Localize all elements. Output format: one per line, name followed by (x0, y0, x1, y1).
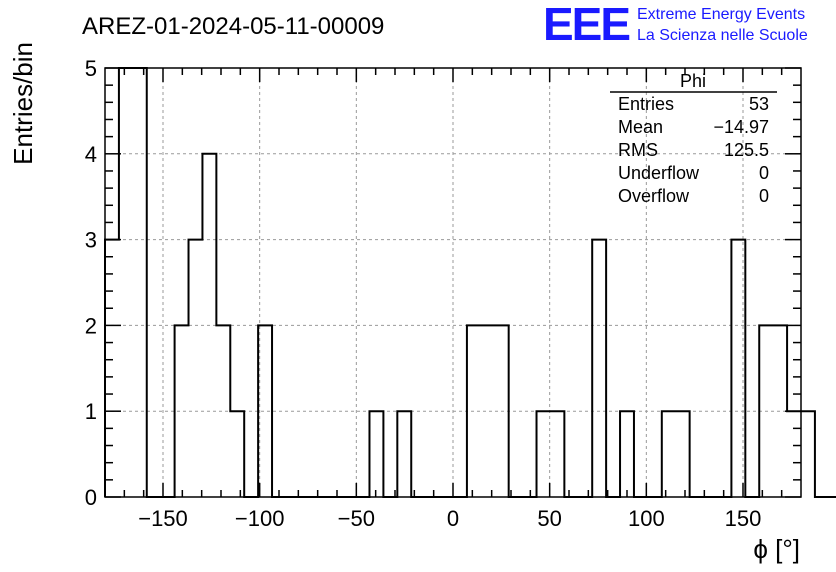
run-title: AREZ-01-2024-05-11-00009 (82, 13, 384, 40)
stats-value: 0 (759, 163, 769, 183)
histogram-bin (550, 411, 564, 497)
grid-lines (105, 68, 801, 497)
logo-line-2: La Scienza nelle Scuole (637, 27, 808, 44)
stats-label: Overflow (618, 186, 690, 206)
y-axis-title: Entries/bin (8, 42, 38, 165)
stats-title: Phi (680, 71, 706, 91)
eee-logo: EEE Extreme Energy Events La Scienza nel… (543, 0, 808, 50)
histogram-bin (216, 325, 230, 497)
y-tick-label: 4 (85, 142, 97, 167)
histogram-bin (189, 240, 203, 497)
histogram-bin (481, 325, 495, 497)
histogram-outline (104, 67, 836, 498)
y-tick-labels: 0 1 2 3 4 5 (85, 56, 97, 510)
histogram-bin (592, 240, 606, 497)
y-tick-label: 2 (85, 313, 97, 338)
y-tick-label: 0 (85, 485, 97, 510)
stats-value: 53 (749, 94, 769, 114)
y-tick-label: 3 (85, 228, 97, 253)
y-tick-label: 1 (85, 399, 97, 424)
axis-ticks (105, 67, 801, 498)
histogram-bin (397, 411, 411, 497)
stats-label: RMS (618, 140, 658, 160)
histogram-bin (801, 411, 815, 497)
x-tick-label: −150 (138, 506, 188, 531)
y-tick-label: 5 (85, 56, 97, 81)
x-axis-title: ϕ [°] (753, 534, 800, 564)
x-tick-label: 50 (537, 506, 561, 531)
x-tick-label: −50 (338, 506, 375, 531)
histogram-bin (787, 411, 801, 497)
x-tick-label: 100 (628, 506, 665, 531)
histogram-bars (104, 67, 836, 498)
stats-value: 125.5 (724, 140, 769, 160)
histogram-bin (537, 411, 551, 497)
histogram-bin (676, 411, 690, 497)
histogram-bin (119, 68, 133, 497)
histogram-bin (620, 411, 634, 497)
histogram-bin (133, 68, 147, 497)
plot-frame (104, 67, 802, 498)
stats-rows: Entries 53 Mean −14.97 RMS 125.5 Underflow 0 Ove… (618, 94, 769, 206)
logo-mark: EEE (543, 0, 629, 50)
stats-label: Entries (618, 94, 674, 114)
histogram-bin (105, 240, 119, 497)
x-tick-label: 150 (725, 506, 762, 531)
histogram-bin (369, 411, 383, 497)
stats-label: Mean (618, 117, 663, 137)
stats-box: Phi Entries 53 Mean −14.97 RMS 125.5 Underflow… (610, 71, 777, 206)
stats-value: 0 (759, 186, 769, 206)
stats-value: −14.97 (713, 117, 769, 137)
stats-label: Underflow (618, 163, 700, 183)
x-tick-labels: −150 −100 −50 0 50 100 150 (138, 506, 761, 531)
histogram-bin (175, 325, 189, 497)
histogram-bin (230, 411, 244, 497)
x-tick-label: 0 (447, 506, 459, 531)
x-tick-label: −100 (235, 506, 285, 531)
logo-line-1: Extreme Energy Events (637, 6, 805, 23)
histogram-bin (662, 411, 676, 497)
